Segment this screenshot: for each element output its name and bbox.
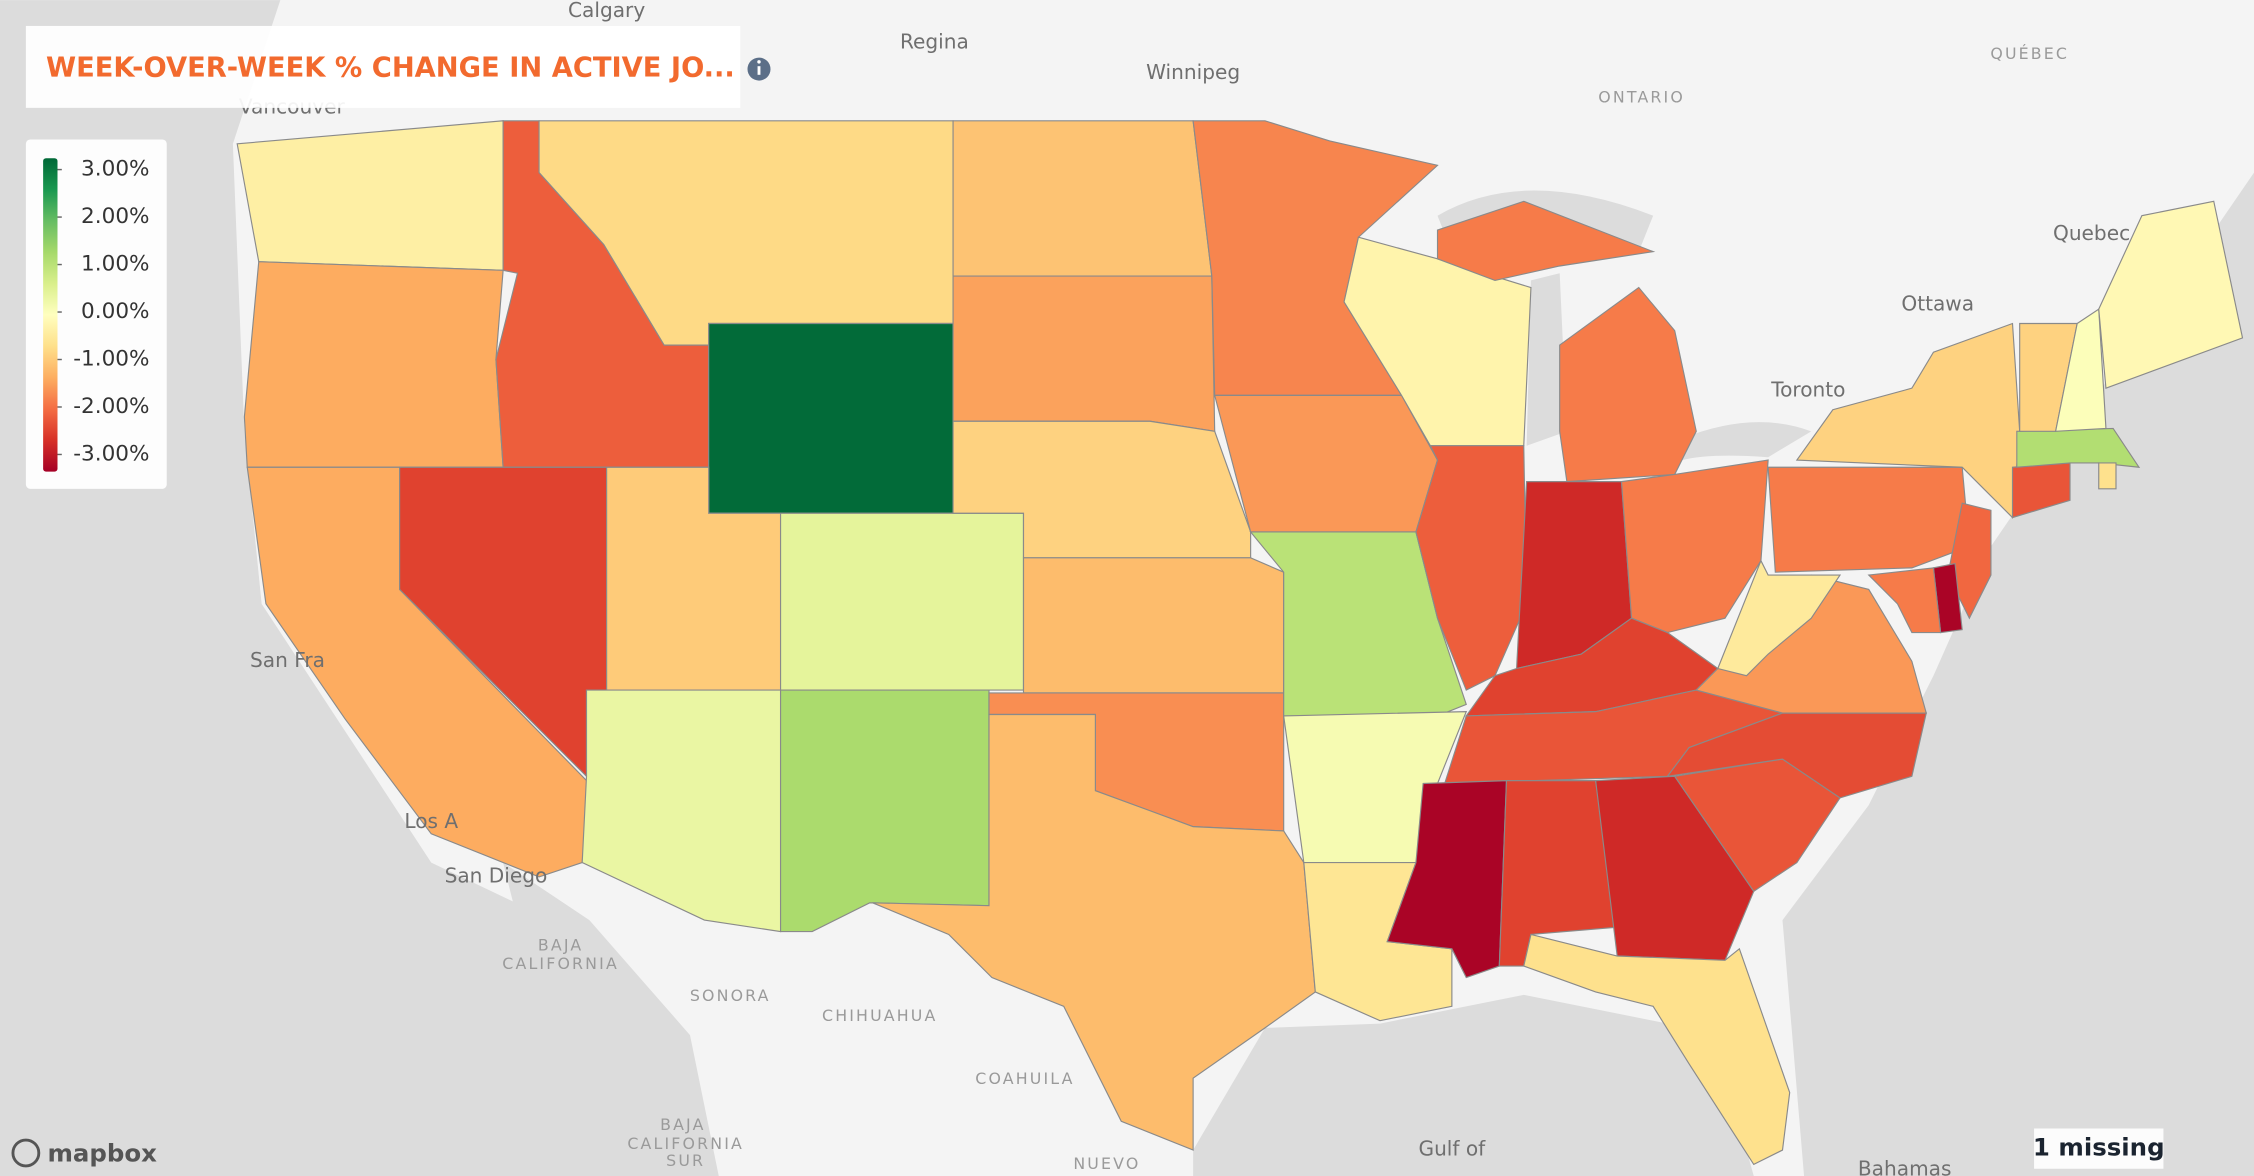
state bbox=[1867, 567, 1942, 634]
atlantic-ocean bbox=[1782, 172, 2254, 1176]
state bbox=[1343, 236, 1532, 447]
state bbox=[872, 713, 1316, 1151]
gulf-of-california bbox=[503, 862, 719, 1176]
state bbox=[1022, 557, 1285, 694]
colorbar-tick-label: 3.00% bbox=[81, 157, 149, 182]
attribution[interactable]: mapbox bbox=[47, 1138, 157, 1167]
colorbar-tick-label: -3.00% bbox=[73, 441, 149, 466]
info-icon-dot bbox=[757, 60, 761, 64]
place-label: ONTARIO bbox=[1598, 87, 1685, 106]
state bbox=[708, 322, 954, 514]
place-label: COAHUILA bbox=[975, 1069, 1074, 1088]
state bbox=[1415, 445, 1528, 691]
state bbox=[1213, 394, 1439, 533]
colorbar-tick-label: -2.00% bbox=[73, 394, 149, 419]
colorbar-tick-label: 2.00% bbox=[81, 204, 149, 229]
state bbox=[779, 689, 990, 933]
place-label: Bahamas bbox=[1858, 1157, 1952, 1176]
title-box bbox=[25, 25, 741, 108]
place-label: BAJA bbox=[660, 1115, 705, 1134]
place-label: San Diego bbox=[445, 863, 548, 887]
place-label: Regina bbox=[900, 30, 969, 54]
state bbox=[2098, 200, 2244, 389]
colorbar-tick-label: 0.00% bbox=[81, 299, 149, 324]
state bbox=[1717, 559, 1842, 677]
colorbar-tick-label: 1.00% bbox=[81, 252, 149, 277]
place-label: Quebec bbox=[2053, 221, 2130, 245]
place-label: SUR bbox=[666, 1151, 705, 1170]
place-label: SONORA bbox=[690, 986, 771, 1005]
state bbox=[236, 120, 504, 271]
great-lakes bbox=[1437, 190, 1812, 461]
pacific-ocean bbox=[0, 0, 690, 1176]
place-label: Gulf of bbox=[1418, 1137, 1486, 1161]
place-label: Ottawa bbox=[1901, 291, 1974, 315]
place-labels: CalgaryReginaWinnipegVancouverONTARIOQUÉ… bbox=[239, 0, 2130, 1176]
place-label: CHIHUAHUA bbox=[822, 1006, 937, 1025]
state bbox=[243, 261, 504, 468]
missing-box bbox=[2034, 1128, 2164, 1169]
gulf-of-mexico bbox=[1193, 994, 1754, 1176]
state bbox=[1436, 200, 1697, 483]
place-label: QUÉBEC bbox=[1990, 44, 2069, 63]
state bbox=[1767, 466, 1970, 573]
state bbox=[1947, 502, 1992, 620]
place-label: San Fra bbox=[250, 648, 325, 672]
state bbox=[2098, 462, 2117, 490]
title: WEEK-OVER-WEEK % CHANGE IN ACTIVE JO... bbox=[46, 53, 735, 84]
place-label: NUEVO bbox=[1073, 1154, 1140, 1173]
missing-note: 1 missing bbox=[2033, 1133, 2165, 1162]
state bbox=[779, 512, 1025, 691]
state bbox=[952, 275, 1216, 432]
place-label: CALIFORNIA bbox=[627, 1134, 744, 1153]
state bbox=[1523, 933, 1791, 1166]
colorbar-tick-label: -1.00% bbox=[73, 347, 149, 372]
colorbar bbox=[43, 158, 58, 472]
state bbox=[1594, 775, 1755, 961]
legend-box bbox=[25, 139, 167, 489]
info-icon-glyph bbox=[757, 66, 761, 75]
state bbox=[2054, 308, 2107, 432]
mapbox-logo[interactable] bbox=[11, 1138, 41, 1168]
place-label: BAJA bbox=[538, 935, 583, 954]
place-label: Winnipeg bbox=[1146, 60, 1240, 84]
state bbox=[952, 120, 1213, 277]
place-label: Toronto bbox=[1770, 378, 1845, 402]
states bbox=[236, 120, 2244, 1166]
state bbox=[1795, 322, 2021, 519]
place-label: CALIFORNIA bbox=[502, 954, 619, 973]
place-label: Los A bbox=[404, 809, 458, 833]
place-label: Calgary bbox=[568, 0, 645, 22]
